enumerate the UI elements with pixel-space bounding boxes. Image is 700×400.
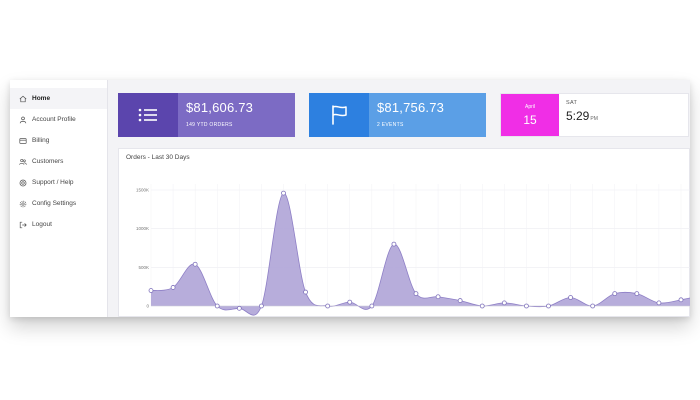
sidebar-item-label: Customers [32,158,64,165]
series-area [151,193,690,316]
data-point [391,241,397,247]
data-point [413,291,419,297]
data-point [479,303,485,309]
events-card[interactable]: $81,756.73 2 EVENTS [309,93,486,137]
sidebar-item-label: Support / Help [32,179,74,186]
data-point [634,291,640,297]
orders-area-chart: 0 500K 1000K 1500K [136,184,690,316]
logout-icon [18,220,27,229]
time-ampm: PM [590,116,598,122]
series-line [150,192,690,316]
sidebar-item-home[interactable]: Home [10,88,107,109]
orders-chart-panel: Orders - Last 30 Days 0 500K 1000K 1500K [118,148,690,317]
weekday: SAT [566,100,578,106]
data-point [259,303,264,309]
data-point [612,291,618,297]
data-point [369,303,375,309]
data-point [435,294,441,300]
date-time-card: April 15 SAT 5:29PM [500,93,689,137]
data-point [281,190,286,196]
support-icon [18,178,27,187]
orders-card[interactable]: $81,606.73 149 YTD ORDERS [118,93,295,137]
dashboard-screenshot: Home Account Profile Billing Customers Suppo… [10,80,690,317]
chart-title: Orders - Last 30 Days [126,154,190,161]
data-point [568,295,573,300]
data-point [457,298,463,303]
sidebar-item-customers[interactable]: Customers [10,151,107,172]
users-icon [18,157,27,166]
data-point [678,297,684,303]
list-icon [138,108,157,122]
gear-icon [18,199,27,208]
sidebar-item-support-help[interactable]: Support / Help [10,172,107,193]
sidebar: Home Account Profile Billing Customers Suppo… [10,80,108,317]
data-point [501,300,507,306]
data-point [347,299,353,305]
date-day: 15 [523,112,537,127]
orders-subtitle: 149 YTD ORDERS [186,122,233,128]
events-amount: $81,756.73 [377,100,445,115]
date-month: April [524,103,535,110]
orders-card-icon-box [118,93,178,137]
sidebar-item-label: Logout [32,221,52,228]
flag-icon [332,105,347,125]
sidebar-item-config-settings[interactable]: Config Settings [10,193,107,214]
data-point [325,303,331,309]
home-icon [18,94,27,103]
clock-time: 5:29PM [566,109,598,123]
sidebar-item-billing[interactable]: Billing [10,130,107,151]
data-point [590,303,596,309]
y-tick-label: 500K [138,265,149,270]
y-tick-label: 1500K [136,188,149,193]
events-subtitle: 2 EVENTS [377,122,404,128]
date-box: April 15 [501,94,559,136]
sidebar-item-logout[interactable]: Logout [10,214,107,235]
sidebar-item-account-profile[interactable]: Account Profile [10,109,107,130]
data-point [303,289,308,295]
credit-card-icon [18,136,27,145]
data-point [546,303,551,309]
data-point [148,288,154,293]
data-point [214,303,220,309]
sidebar-item-label: Home [32,95,51,102]
data-point [524,303,529,309]
events-card-icon-box [309,93,369,137]
y-tick-label: 0 [146,304,149,309]
y-tick-label: 1000K [136,226,149,231]
data-point [192,261,198,267]
data-point [656,300,662,306]
data-point [236,305,242,311]
sidebar-item-label: Account Profile [32,116,76,123]
time-box: SAT 5:29PM [559,94,598,136]
sidebar-item-label: Config Settings [32,200,77,207]
sidebar-item-label: Billing [32,137,50,144]
data-point [170,285,176,290]
time-value: 5:29 [566,109,590,123]
orders-amount: $81,606.73 [186,100,254,115]
user-icon [18,115,27,124]
